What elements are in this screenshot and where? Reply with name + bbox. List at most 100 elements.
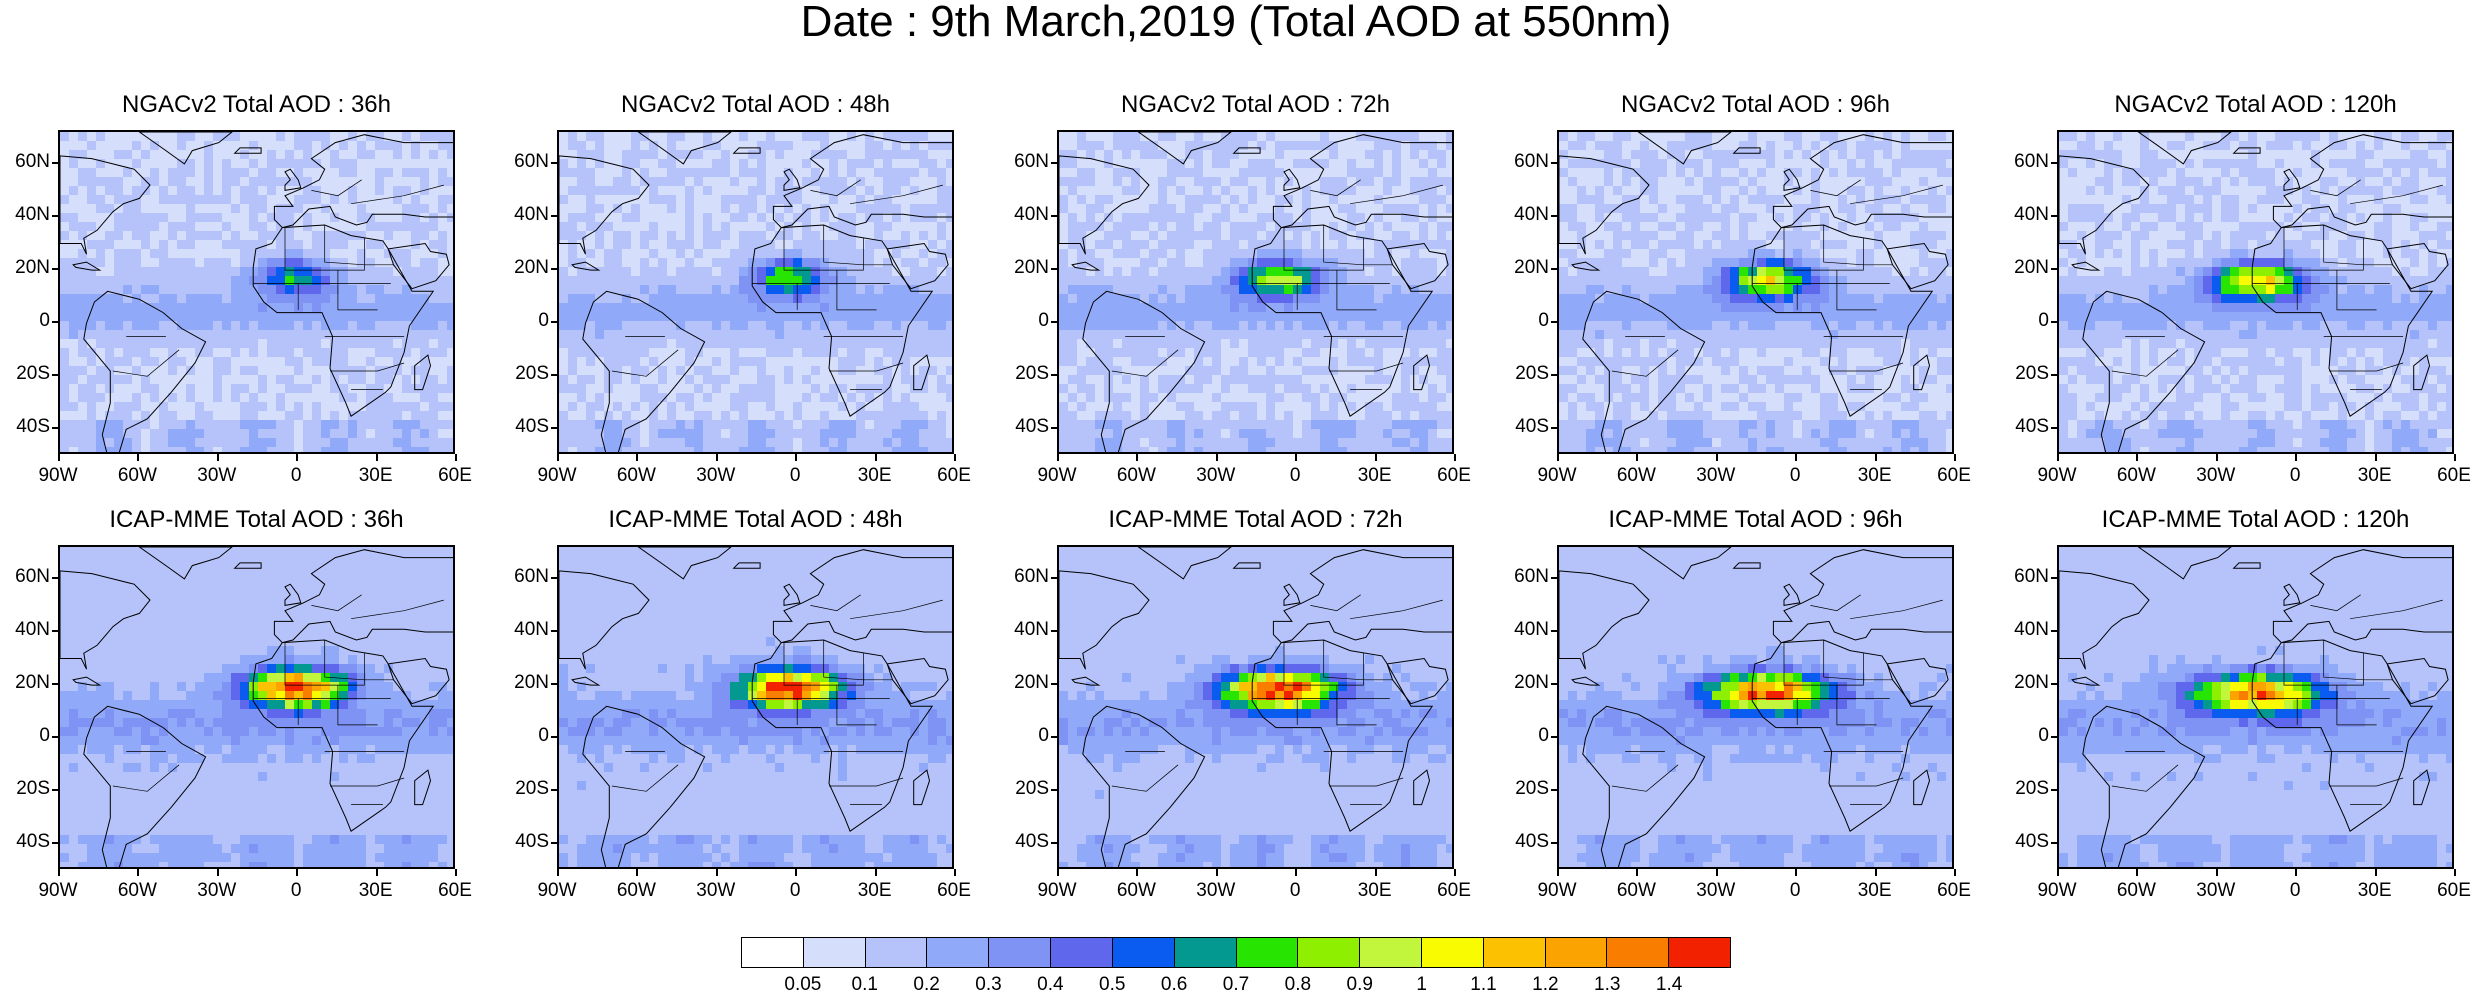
lon-tick-label: 0 [266,881,326,900]
lat-tick-label: 20S [1003,779,1049,798]
lat-tick-mark [1551,427,1557,429]
lat-tick-label: 20N [1503,673,1549,692]
lon-tick-mark [2375,454,2377,461]
aod-map-icap-mme-72h [1057,545,1454,869]
lat-tick-mark [1051,577,1057,579]
aod-map-ngacv2-36h [58,130,455,454]
aod-map-icap-mme-96h [1557,545,1954,869]
lat-tick-mark [1551,683,1557,685]
lon-tick-label: 90W [28,881,88,900]
lat-tick-label: 0 [1003,311,1049,330]
lat-tick-label: 20S [2003,364,2049,383]
lat-tick-label: 0 [1503,311,1549,330]
lat-tick-mark [551,842,557,844]
lat-tick-mark [551,215,557,217]
lon-tick-label: 0 [1765,466,1825,485]
lon-tick-mark [1216,454,1218,461]
lat-tick-mark [551,374,557,376]
panel-title: ICAP-MME Total AOD : 36h [27,508,487,532]
lat-tick-label: 60N [4,152,50,171]
colorbar-swatch [1546,938,1608,967]
lon-tick-mark [875,869,877,876]
lon-tick-label: 30W [686,466,746,485]
lon-tick-label: 30E [2345,466,2405,485]
lon-tick-mark [954,454,956,461]
lat-tick-label: 60N [503,567,549,586]
lon-tick-mark [1057,869,1059,876]
lon-tick-mark [2057,869,2059,876]
lon-tick-mark [1795,869,1797,876]
lat-tick-mark [1051,162,1057,164]
lat-tick-mark [1051,268,1057,270]
lon-tick-mark [2136,454,2138,461]
lon-tick-label: 90W [1527,466,1587,485]
lat-tick-label: 40S [1003,832,1049,851]
aod-map-ngacv2-72h [1057,130,1454,454]
lat-tick-mark [1051,789,1057,791]
lon-tick-mark [1875,454,1877,461]
lon-tick-mark [557,454,559,461]
lon-tick-label: 60E [1424,881,1484,900]
lat-tick-mark [1551,630,1557,632]
lat-tick-label: 60N [2003,152,2049,171]
lon-tick-mark [636,869,638,876]
lat-tick-label: 60N [4,567,50,586]
lat-tick-mark [2051,427,2057,429]
lat-tick-mark [1051,736,1057,738]
lon-tick-mark [2454,869,2456,876]
colorbar-label: 0.1 [835,975,895,994]
lon-tick-label: 30W [1686,466,1746,485]
lat-tick-mark [1551,162,1557,164]
lon-tick-label: 60E [425,881,485,900]
lon-tick-label: 90W [2027,881,2087,900]
lat-tick-mark [1551,321,1557,323]
lat-tick-label: 20N [4,258,50,277]
colorbar-swatch [742,938,804,967]
lon-tick-mark [2216,454,2218,461]
lon-tick-mark [217,454,219,461]
lat-tick-label: 40S [4,417,50,436]
lon-tick-mark [376,454,378,461]
lat-tick-label: 0 [2003,726,2049,745]
aod-field [559,132,954,454]
lat-tick-mark [52,374,58,376]
lon-tick-label: 30W [1686,881,1746,900]
lon-tick-mark [296,454,298,461]
lon-tick-label: 0 [2265,466,2325,485]
lat-tick-mark [52,736,58,738]
colorbar-label: 1 [1392,975,1452,994]
lon-tick-label: 60E [924,466,984,485]
lat-tick-label: 40S [503,417,549,436]
lat-tick-label: 40S [1003,417,1049,436]
lon-tick-mark [1557,869,1559,876]
lat-tick-mark [2051,630,2057,632]
lat-tick-mark [2051,162,2057,164]
lon-tick-mark [716,869,718,876]
lon-tick-label: 0 [1265,881,1325,900]
lon-tick-label: 0 [1765,881,1825,900]
lat-tick-label: 20S [4,364,50,383]
lon-tick-label: 30E [346,466,406,485]
lon-tick-mark [1057,454,1059,461]
lat-tick-label: 40S [4,832,50,851]
lat-tick-label: 40N [2003,205,2049,224]
lon-tick-mark [1375,869,1377,876]
lon-tick-mark [557,869,559,876]
colorbar-swatch [1298,938,1360,967]
lon-tick-label: 30E [1845,881,1905,900]
aod-field [1059,132,1454,454]
lat-tick-mark [551,162,557,164]
lon-tick-label: 0 [765,881,825,900]
lat-tick-mark [2051,374,2057,376]
lon-tick-mark [1636,454,1638,461]
lon-tick-label: 0 [765,466,825,485]
lat-tick-label: 20N [1503,258,1549,277]
lat-tick-mark [52,789,58,791]
lon-tick-label: 30E [845,881,905,900]
lat-tick-mark [1051,321,1057,323]
panel-title: ICAP-MME Total AOD : 72h [1026,508,1486,532]
lat-tick-label: 20S [2003,779,2049,798]
colorbar-swatch [1607,938,1669,967]
lat-tick-label: 20S [1003,364,1049,383]
aod-field [1559,132,1954,454]
